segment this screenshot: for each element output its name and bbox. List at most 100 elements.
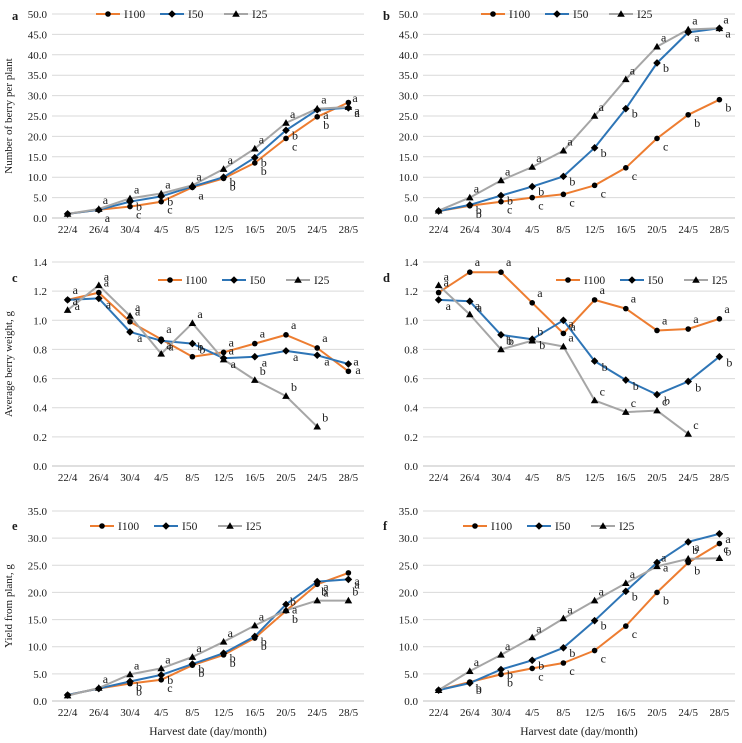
- sig-letter: b: [506, 333, 512, 347]
- sig-letter: a: [197, 307, 203, 321]
- sig-letter: b: [694, 116, 700, 130]
- y-tick-label: 10.0: [399, 172, 419, 184]
- y-axis-title: Average berry weight, g: [3, 310, 15, 417]
- data-point-i25: [188, 653, 197, 660]
- panel-f-chart: 0.0 5.0 10.0 15.0 20.0 25.0 30.0 35.0 22/4 26/4 30…: [371, 496, 742, 743]
- data-point-i25: [282, 606, 290, 614]
- data-point-i100: [560, 330, 567, 337]
- series-line-i25: [438, 557, 720, 691]
- data-point-i25: [219, 355, 228, 363]
- data-point-i100: [314, 114, 321, 120]
- sig-letter: a: [229, 335, 235, 349]
- data-point-i100: [345, 99, 352, 106]
- x-tick-label: 12/5: [585, 224, 605, 236]
- data-point-i25: [188, 181, 197, 189]
- data-point-i100: [623, 623, 629, 629]
- data-point-i25: [313, 422, 321, 430]
- sig-letter: c: [600, 384, 605, 398]
- sig-letter: a: [536, 621, 542, 635]
- data-point-i50: [313, 351, 321, 360]
- data-point-i100: [127, 318, 133, 325]
- sig-letter: c: [292, 139, 297, 153]
- series-line-i25: [438, 27, 720, 212]
- sig-letter: a: [723, 12, 729, 26]
- sig-letter: c: [569, 195, 574, 209]
- data-point-i25: [63, 691, 72, 699]
- y-tick-label: 10.0: [28, 642, 48, 654]
- panel-label: f: [383, 519, 388, 533]
- series-line-i50: [438, 532, 720, 692]
- x-tick-label: 24/5: [307, 224, 327, 236]
- sig-letter: a: [568, 331, 574, 345]
- sig-letter: b: [292, 128, 298, 142]
- x-tick-label: 22/4: [429, 472, 449, 484]
- data-point-i25: [497, 345, 505, 353]
- panel-label: d: [383, 271, 390, 285]
- legend-label: I100: [186, 275, 207, 287]
- panel-background: [371, 248, 742, 496]
- y-tick-label: 0.4: [404, 403, 418, 415]
- x-tick-label: 28/5: [339, 707, 359, 719]
- x-tick-label: 16/5: [616, 707, 636, 719]
- sig-letter: b: [199, 343, 205, 357]
- series-line-i100: [438, 271, 720, 335]
- y-tick-label: 30.0: [28, 91, 48, 103]
- x-tick-label: 16/5: [245, 472, 265, 484]
- data-point-i50: [497, 191, 505, 200]
- sig-letter: c: [663, 139, 668, 153]
- x-tick-label: 20/5: [276, 224, 296, 236]
- data-point-i50: [157, 192, 165, 201]
- legend-label: I100: [584, 275, 605, 287]
- sig-letter: a: [536, 151, 542, 165]
- data-point-i25: [497, 651, 505, 658]
- x-tick-label: 22/4: [429, 224, 449, 236]
- sig-letter: a: [321, 93, 327, 107]
- sig-letter: a: [229, 344, 235, 358]
- y-tick-label: 15.0: [28, 615, 48, 627]
- sig-letter: a: [322, 331, 328, 345]
- sig-letter: a: [661, 550, 667, 564]
- data-point-i100: [716, 316, 723, 322]
- sig-letter: b: [197, 340, 203, 354]
- y-tick-label: 25.0: [28, 560, 48, 572]
- panel-label: b: [383, 9, 390, 23]
- sig-letter: b: [725, 545, 731, 559]
- sig-letter: b: [261, 164, 267, 178]
- sig-letter: a: [352, 91, 358, 105]
- sig-letter: a: [134, 182, 140, 196]
- legend-marker-i100: [99, 523, 105, 529]
- data-point-i100: [158, 198, 164, 205]
- y-axis-title: Yield from plant, g: [3, 564, 15, 648]
- sig-letter: c: [507, 203, 512, 217]
- sig-letter: a: [662, 313, 668, 327]
- sig-letter: a: [231, 357, 237, 371]
- data-point-i50: [251, 632, 259, 641]
- sig-letter: a: [567, 602, 573, 616]
- data-point-i100: [314, 345, 321, 351]
- panel-b: 0.0 5.0 10.0 15.0 20.0 25.0 30.0 35.0 40.0 45.0 50…: [371, 0, 742, 248]
- sig-letter: a: [630, 567, 636, 581]
- sig-letter: b: [726, 356, 732, 370]
- sig-letter: c: [723, 542, 728, 556]
- data-point-i100: [623, 165, 629, 171]
- sig-letter: a: [599, 585, 605, 599]
- sig-letter: b: [323, 118, 329, 132]
- sig-letter: c: [601, 186, 606, 200]
- legend-label: I25: [246, 521, 262, 533]
- sig-letter: c: [631, 396, 636, 410]
- sig-letter: b: [539, 338, 545, 352]
- x-tick-label: 8/5: [556, 707, 571, 719]
- data-point-i25: [466, 193, 474, 201]
- series-line-i100: [67, 571, 349, 696]
- data-point-i50: [715, 530, 724, 538]
- x-tick-label: 28/5: [339, 472, 359, 484]
- sig-letter: a: [323, 580, 329, 594]
- sig-letter: a: [135, 305, 141, 319]
- sig-letter: b: [632, 107, 638, 121]
- y-tick-label: 10.0: [28, 172, 48, 184]
- sig-letter: a: [567, 135, 573, 149]
- sig-letter: b: [476, 203, 482, 217]
- data-point-i25: [313, 596, 321, 604]
- y-tick-label: 0.2: [33, 432, 47, 444]
- y-tick-label: 35.0: [28, 70, 48, 82]
